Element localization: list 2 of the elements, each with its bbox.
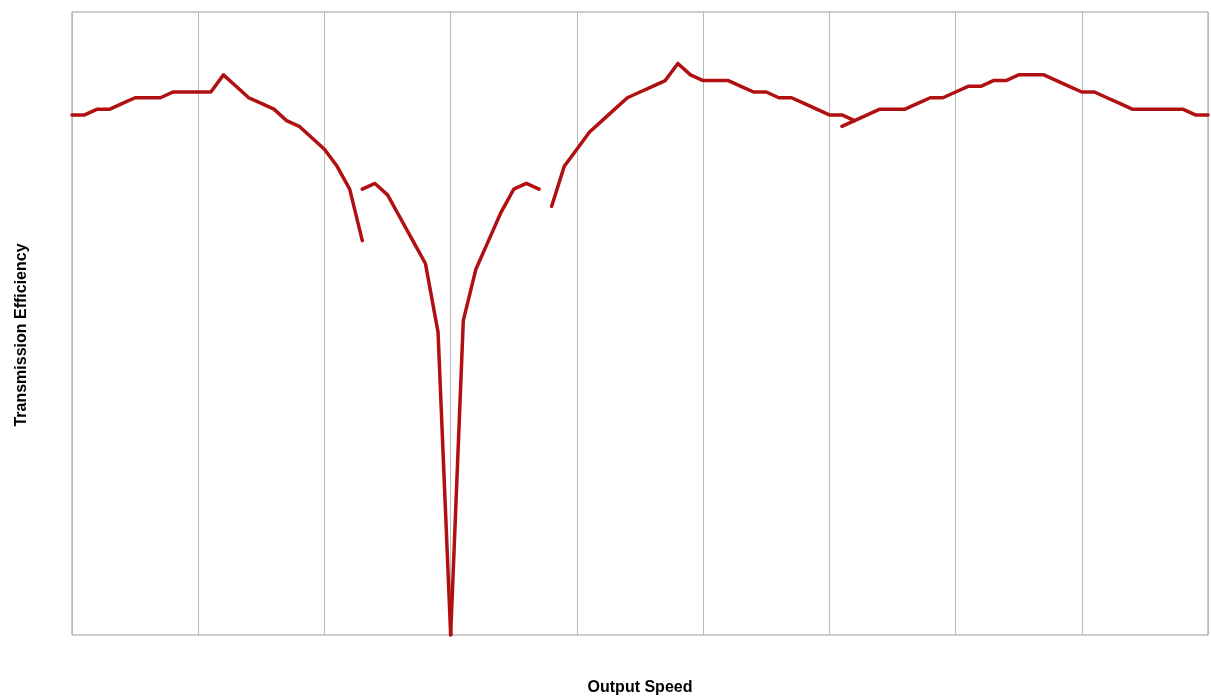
- x-axis-title: Output Speed: [587, 677, 693, 695]
- y-axis-title: Transmission Efficiency: [11, 243, 29, 427]
